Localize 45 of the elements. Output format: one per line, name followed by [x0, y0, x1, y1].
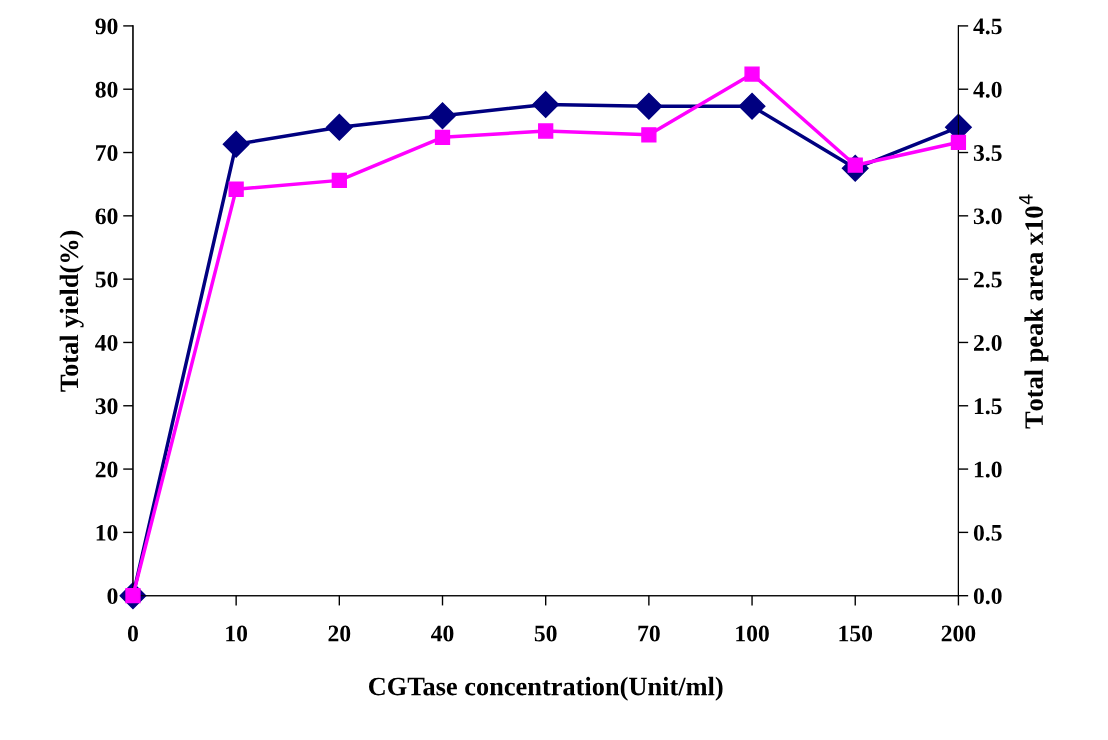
y2-tick-label: 1.0 [974, 461, 1002, 478]
y2-tick-label: 0.5 [973, 524, 1002, 541]
y-axis-title: Total yield(%) [59, 230, 84, 392]
y2-tick-label: 3.5 [973, 145, 1002, 162]
x-tick-label: 50 [534, 625, 557, 642]
point [429, 102, 456, 130]
x-tick-label: 150 [839, 625, 873, 642]
y2-tick-label: 1.5 [974, 398, 1002, 415]
x-axis-title: CGTase concentration(Unit/ml) [368, 676, 723, 701]
y-tick-label: 60 [95, 208, 118, 225]
y2-tick-label: 4.0 [973, 81, 1002, 98]
y-tick-label: 70 [96, 145, 118, 161]
y2-tick-label: 2.5 [974, 271, 1002, 288]
point [228, 181, 244, 197]
y2-tick-label: 3.0 [973, 208, 1002, 225]
y-tick-label: 0 [107, 588, 118, 605]
point [538, 123, 554, 139]
x-tick-label: 40 [431, 625, 454, 642]
x-tick-label: 70 [638, 625, 660, 642]
point [434, 129, 451, 145]
y-tick-label: 20 [95, 461, 118, 478]
y2-tick-label: 0.0 [973, 588, 1002, 605]
x-tick-label: 200 [941, 625, 976, 642]
y-tick-label: 40 [95, 334, 118, 351]
point [738, 92, 766, 120]
point [744, 66, 760, 82]
y2-axis-title: Total peak area x10$^{4}$ [1019, 194, 1049, 429]
point [331, 172, 347, 189]
point [325, 113, 353, 141]
point [532, 90, 560, 118]
y2-tick-label: 4.5 [973, 18, 1002, 35]
y-tick-label: 80 [95, 81, 118, 98]
point [950, 134, 967, 151]
y-tick-label: 90 [95, 18, 118, 35]
y-tick-label: 50 [95, 271, 118, 288]
point [641, 127, 657, 143]
y-tick-label: 10 [96, 524, 118, 541]
point [222, 130, 250, 158]
x-tick-label: 10 [226, 625, 248, 642]
x-tick-label: 20 [328, 625, 351, 642]
y2-tick-label: 2.0 [974, 334, 1002, 351]
y-tick-label: 30 [95, 398, 118, 415]
x-tick-label: 100 [736, 625, 769, 642]
point [635, 92, 663, 120]
x-tick-label: 0 [127, 625, 138, 642]
